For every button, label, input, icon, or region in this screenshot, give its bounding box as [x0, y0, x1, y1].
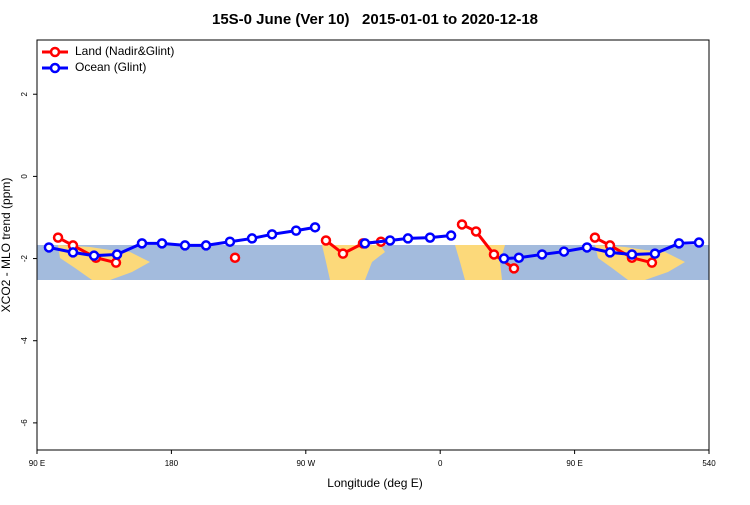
data-point — [224, 236, 236, 247]
x-tick-label: 90 E — [29, 459, 45, 468]
data-point — [337, 248, 349, 259]
data-point — [43, 242, 55, 253]
data-point — [110, 257, 122, 268]
x-tick-label: 90 W — [296, 459, 315, 468]
data-point — [179, 240, 191, 251]
chart-title: 15S-0 June (Ver 10) 2015-01-01 to 2020-1… — [212, 11, 538, 28]
data-point — [67, 247, 79, 258]
data-point — [470, 226, 482, 237]
data-point — [402, 233, 414, 244]
data-point — [424, 232, 436, 243]
y-tick-label: -2 — [20, 254, 29, 262]
data-point — [673, 238, 685, 249]
data-point — [136, 238, 148, 249]
data-point — [111, 249, 123, 260]
data-point — [589, 232, 601, 243]
y-axis-label: XCO2 - MLO trend (ppm) — [0, 178, 13, 313]
data-point — [498, 253, 510, 264]
data-point — [309, 222, 321, 233]
data-point — [320, 235, 332, 246]
legend-marker — [49, 62, 61, 74]
data-point — [266, 229, 278, 240]
data-point — [581, 242, 593, 253]
data-point — [445, 230, 457, 241]
data-point — [513, 252, 525, 263]
y-tick-label: 0 — [20, 174, 29, 179]
data-point — [290, 225, 302, 236]
data-point — [649, 248, 661, 259]
data-point — [52, 232, 64, 243]
data-point — [536, 249, 548, 260]
x-tick-label: 180 — [165, 459, 179, 468]
y-tick-label: -6 — [20, 419, 29, 427]
data-point — [384, 235, 396, 246]
data-point — [604, 247, 616, 258]
data-point — [88, 250, 100, 261]
data-point — [359, 238, 371, 249]
data-point — [488, 249, 500, 260]
x-tick-label: 0 — [438, 459, 443, 468]
legend-label: Land (Nadir&Glint) — [75, 44, 174, 58]
data-point — [646, 257, 658, 268]
data-point — [508, 263, 520, 274]
y-tick-label: 2 — [20, 91, 29, 96]
series-line — [57, 223, 653, 270]
data-point — [456, 219, 468, 230]
data-point — [200, 240, 212, 251]
data-point — [229, 252, 241, 263]
data-point — [626, 249, 638, 260]
legend: Land (Nadir&Glint) Ocean (Glint) — [42, 44, 174, 74]
data-point — [693, 237, 705, 248]
x-tick-label: 540 — [702, 459, 716, 468]
data-point — [246, 233, 258, 244]
data-point — [558, 246, 570, 257]
y-tick-label: -4 — [20, 337, 29, 345]
x-axis-label: Longitude (deg E) — [327, 476, 422, 490]
legend-label: Ocean (Glint) — [75, 60, 146, 74]
data-point — [156, 238, 168, 249]
x-tick-label: 90 E — [566, 459, 582, 468]
legend-marker — [49, 46, 61, 58]
plot-frame — [36, 39, 710, 451]
